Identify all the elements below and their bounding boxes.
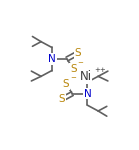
Text: −: − [78,60,84,66]
Text: S: S [74,48,81,58]
Text: N: N [48,54,56,64]
Text: −: − [70,75,76,81]
Text: Ni: Ni [80,70,92,83]
Text: S: S [58,94,65,104]
Text: S: S [63,79,69,89]
Text: S: S [70,64,77,74]
Text: N: N [84,89,91,99]
Text: ++: ++ [94,68,106,74]
